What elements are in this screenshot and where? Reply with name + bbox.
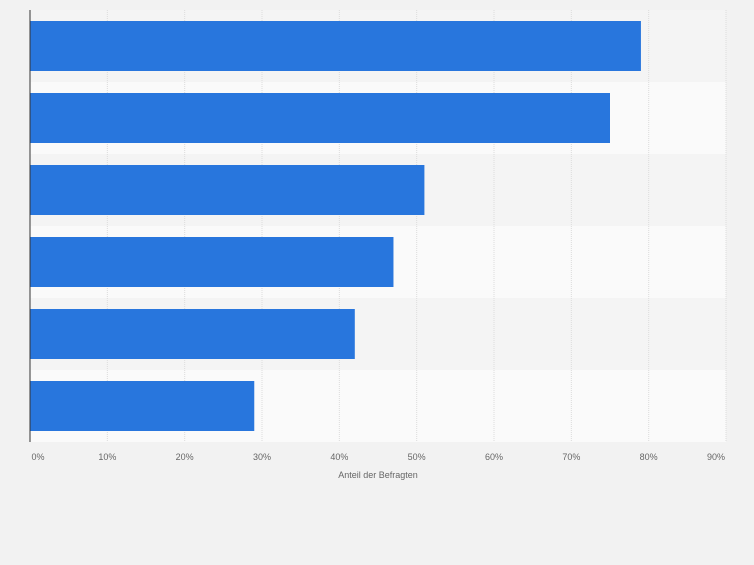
bar[interactable] xyxy=(30,381,255,431)
x-tick-labels: 0% 10% 20% 30% 40% 50% 60% 70% 80% 90% xyxy=(31,452,725,462)
bar[interactable] xyxy=(30,93,610,143)
x-axis-label: Anteil der Befragten xyxy=(338,470,418,480)
x-tick-label: 0% xyxy=(31,452,44,462)
bar[interactable] xyxy=(30,237,394,287)
x-tick-label: 50% xyxy=(408,452,426,462)
bar[interactable] xyxy=(30,309,355,359)
x-tick-label: 20% xyxy=(176,452,194,462)
x-tick-label: 40% xyxy=(330,452,348,462)
bar[interactable] xyxy=(30,165,425,215)
x-tick-label: 70% xyxy=(562,452,580,462)
bar[interactable] xyxy=(30,21,641,71)
x-tick-label: 90% xyxy=(707,452,725,462)
bars xyxy=(30,21,641,431)
x-tick-label: 10% xyxy=(98,452,116,462)
row-bands xyxy=(30,10,726,442)
gridlines xyxy=(106,10,727,442)
x-tick-label: 30% xyxy=(253,452,271,462)
x-tick-label: 60% xyxy=(485,452,503,462)
x-tick-label: 80% xyxy=(640,452,658,462)
